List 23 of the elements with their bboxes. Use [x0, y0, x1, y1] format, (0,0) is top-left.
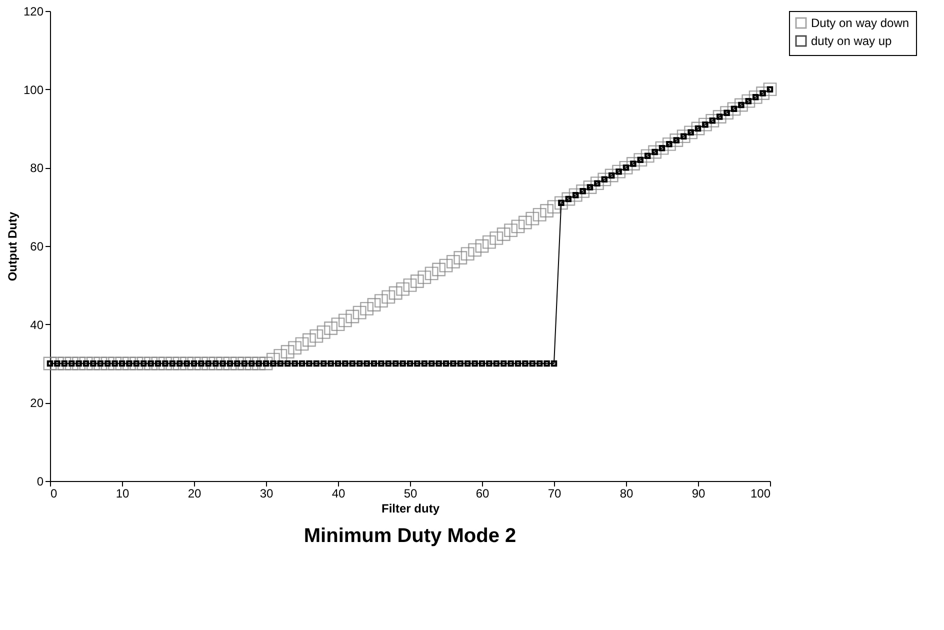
x-tick-label: 30 [260, 486, 274, 500]
x-tick-label: 80 [620, 486, 634, 500]
x-axis-title: Filter duty [381, 502, 440, 516]
y-tick-label: 0 [36, 474, 44, 488]
x-tick-label: 40 [332, 486, 346, 500]
y-axis-title: Output Duty [5, 212, 20, 282]
x-tick-label: 20 [188, 486, 202, 500]
x-tick-label: 10 [116, 486, 130, 500]
y-tick-label: 20 [30, 396, 44, 410]
y-tick-label: 80 [30, 161, 44, 176]
legend-label: Duty on way down [811, 16, 910, 30]
y-tick-label: 120 [23, 4, 44, 18]
x-tick-label: 70 [548, 486, 562, 500]
y-tick-label: 100 [23, 82, 44, 97]
text: Minimum Duty Mode 2 [304, 525, 516, 547]
x-tick-label: 100 [750, 486, 771, 500]
x-tick-label: 0 [50, 486, 58, 500]
legend-label: duty on way up [811, 34, 892, 48]
y-tick-label: 60 [30, 240, 44, 254]
x-tick-label: 50 [404, 486, 418, 500]
x-tick-label: 90 [692, 486, 706, 500]
y-tick-label: 40 [30, 318, 44, 332]
x-tick-label: 60 [476, 486, 490, 500]
